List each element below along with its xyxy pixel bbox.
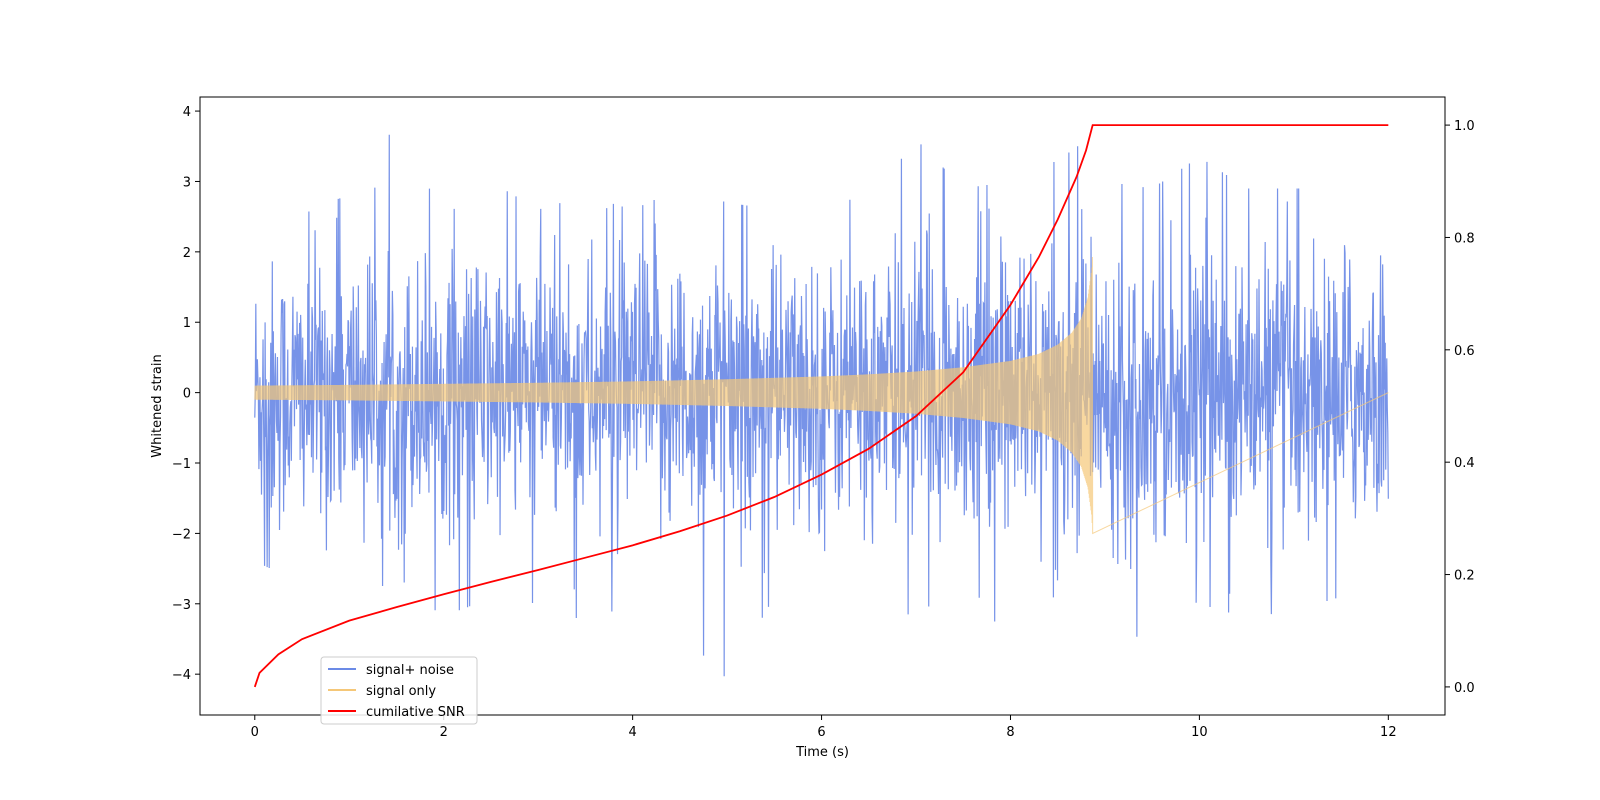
legend-label: cumilative SNR <box>366 705 465 720</box>
legend-label: signal only <box>366 684 436 699</box>
y-tick-label: −3 <box>172 598 191 613</box>
y-tick-label: 2 <box>183 246 191 261</box>
y-axis-label: Whitened strain <box>150 354 165 457</box>
y2-tick-label: 0.4 <box>1454 456 1475 471</box>
x-tick-label: 0 <box>251 725 259 740</box>
axes-frame <box>199 96 1446 716</box>
y-axis-right: 0.0 0.2 0.4 0.6 0.8 1.0 <box>1445 119 1475 696</box>
y-tick-label: −2 <box>172 527 191 542</box>
y2-tick-label: 0.0 <box>1454 681 1475 696</box>
y-tick-label: −1 <box>172 457 191 472</box>
y-tick-label: 3 <box>183 175 191 190</box>
legend-label: signal+ noise <box>366 663 454 678</box>
legend: signal+ noise signal only cumilative SNR <box>320 656 478 725</box>
y2-tick-label: 1.0 <box>1454 119 1475 134</box>
x-tick-label: 12 <box>1380 725 1397 740</box>
y-tick-label: −4 <box>172 668 191 683</box>
y-tick-label: 0 <box>183 387 191 402</box>
x-axis-label: Time (s) <box>795 745 849 760</box>
y-axis-left: −4 −3 −2 −1 0 1 2 3 4 <box>172 105 200 683</box>
series-signal-only-line <box>254 257 1389 535</box>
series-cumulative-snr-line <box>253 124 1389 688</box>
plot-area <box>253 124 1389 688</box>
x-tick-label: 4 <box>628 725 636 740</box>
legend-box <box>320 656 478 725</box>
y2-tick-label: 0.2 <box>1454 569 1475 584</box>
x-axis: 0 2 4 6 8 10 12 <box>251 715 1397 740</box>
y-tick-label: 1 <box>183 316 191 331</box>
x-tick-label: 2 <box>440 725 448 740</box>
y2-tick-label: 0.6 <box>1454 344 1475 359</box>
y-tick-label: 4 <box>183 105 191 120</box>
x-tick-label: 8 <box>1006 725 1014 740</box>
y2-tick-label: 0.8 <box>1454 231 1475 246</box>
x-tick-label: 6 <box>817 725 825 740</box>
x-tick-label: 10 <box>1191 725 1208 740</box>
series-signal-plus-noise-line <box>254 134 1389 677</box>
